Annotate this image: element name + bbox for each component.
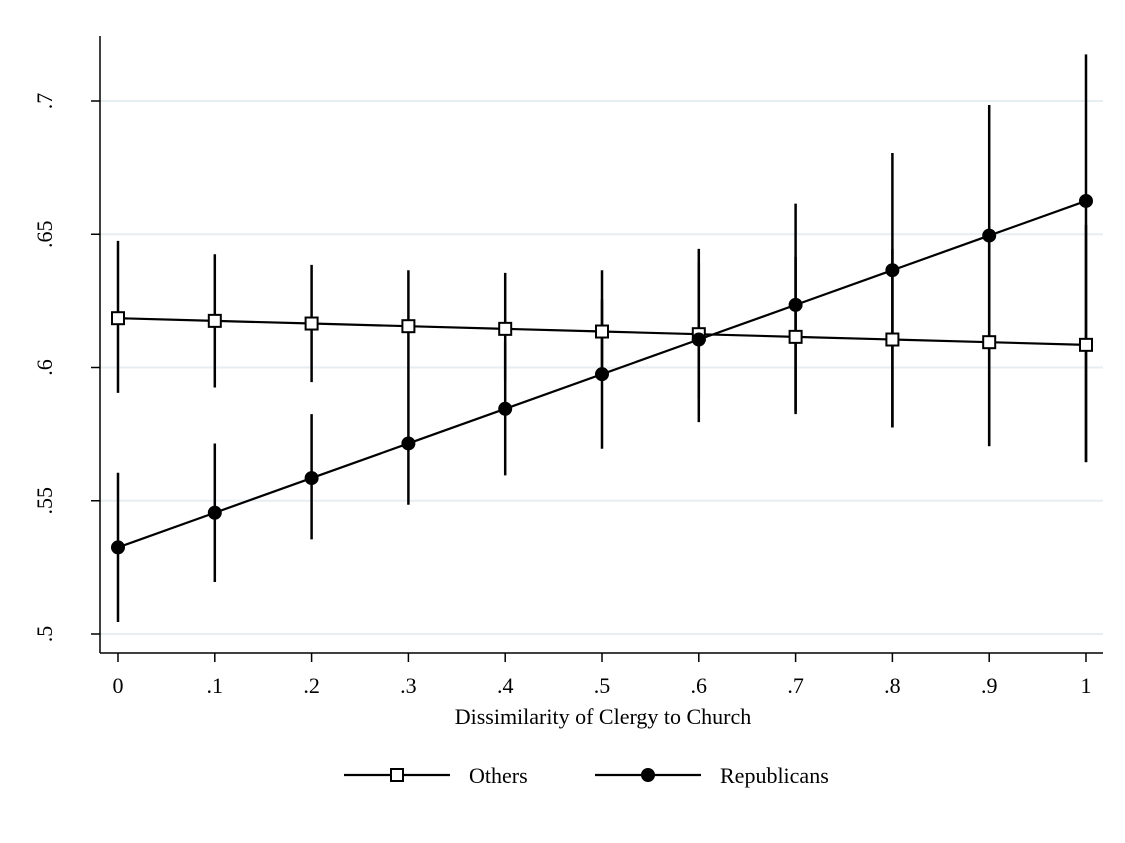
point-others xyxy=(788,329,803,344)
x-tick-label: .3 xyxy=(400,673,417,698)
point-republicans xyxy=(788,297,803,312)
point-others xyxy=(304,316,319,331)
point-others xyxy=(1079,337,1093,352)
x-tick-label: .2 xyxy=(303,673,320,698)
y-tick-label: .55 xyxy=(32,487,57,515)
point-republicans xyxy=(982,228,997,243)
tick-labels: .5 .55 .6 .65 .7 0 .1 .2 .3 .4 .5 .6 .7 .8 .9 1 xyxy=(32,93,1092,698)
point-republicans xyxy=(207,505,222,520)
point-republicans xyxy=(304,471,319,486)
legend: Others Republicans xyxy=(344,763,829,788)
series-markers xyxy=(111,193,1093,555)
y-tick-label: .5 xyxy=(32,626,57,643)
x-tick-label: .1 xyxy=(207,673,224,698)
x-tick-label: 0 xyxy=(113,673,124,698)
y-tick-label: .65 xyxy=(32,221,57,249)
point-others xyxy=(111,311,125,326)
point-others xyxy=(401,319,416,334)
point-others xyxy=(207,313,222,328)
legend-marker-republicans xyxy=(641,768,655,782)
point-republicans xyxy=(885,263,900,278)
legend-label-republicans: Republicans xyxy=(720,763,829,788)
legend-label-others: Others xyxy=(469,763,528,788)
point-republicans xyxy=(111,540,125,555)
x-axis-title: Dissimilarity of Clergy to Church xyxy=(455,704,752,729)
point-others xyxy=(885,332,900,347)
point-others xyxy=(982,335,997,350)
x-tick-label: .4 xyxy=(497,673,514,698)
point-others xyxy=(498,321,513,336)
x-tick-label: 1 xyxy=(1081,673,1092,698)
point-others xyxy=(595,324,609,339)
point-republicans xyxy=(691,332,706,347)
point-republicans xyxy=(498,401,513,416)
point-republicans xyxy=(1079,193,1093,208)
x-tick-label: .9 xyxy=(981,673,998,698)
axes xyxy=(91,36,1103,662)
legend-marker-others xyxy=(390,768,404,782)
y-tick-label: .7 xyxy=(32,93,57,110)
x-tick-label: .8 xyxy=(884,673,901,698)
point-republicans xyxy=(595,367,609,382)
x-tick-label: .6 xyxy=(691,673,708,698)
x-tick-label: .5 xyxy=(594,673,611,698)
point-republicans xyxy=(401,436,416,451)
x-tick-label: .7 xyxy=(787,673,804,698)
y-tick-label: .6 xyxy=(32,359,57,376)
